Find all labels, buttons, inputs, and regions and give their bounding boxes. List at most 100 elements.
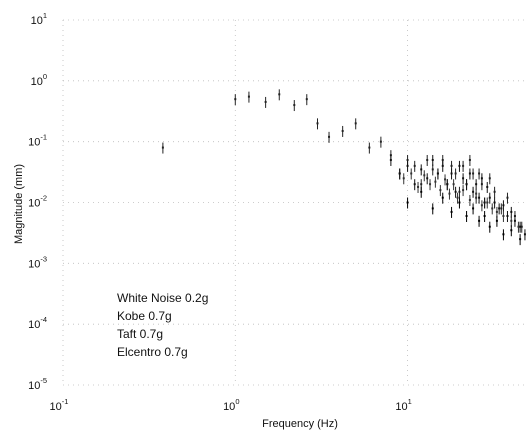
- legend-entry: Kobe 0.7g: [117, 309, 172, 323]
- data-point-dot: [495, 210, 498, 213]
- data-point-dot: [293, 104, 296, 107]
- data-point-dot: [502, 233, 505, 236]
- legend-entry: Taft 0.7g: [117, 327, 163, 341]
- data-point-dot: [458, 190, 461, 193]
- y-tick-label: 10-5: [28, 376, 47, 392]
- y-tick-label: 10-4: [28, 315, 47, 331]
- data-point-dot: [436, 172, 439, 175]
- legend-entry: White Noise 0.2g: [117, 291, 208, 305]
- data-point-dot: [234, 98, 237, 101]
- data-point-dot: [328, 135, 331, 138]
- data-point-dot: [502, 204, 505, 207]
- data-point-dot: [506, 196, 509, 199]
- data-point-dot: [510, 219, 513, 222]
- data-point-dot: [441, 196, 444, 199]
- x-tick-label: 10-1: [50, 397, 69, 413]
- data-point-dot: [472, 207, 475, 210]
- data-point-dot: [502, 214, 505, 217]
- data-point-dot: [468, 158, 471, 161]
- data-point-dot: [456, 196, 459, 199]
- data-point-dot: [431, 168, 434, 171]
- data-point-dot: [420, 183, 423, 186]
- data-point-dot: [426, 158, 429, 161]
- series-kobe-0-7g: [389, 154, 526, 241]
- data-point-dot: [465, 183, 468, 186]
- grid-lines: [62, 19, 528, 386]
- data-point-dot: [462, 189, 465, 192]
- data-point-dot: [316, 122, 319, 125]
- data-point-dot: [480, 204, 483, 207]
- y-tick-label: 101: [31, 11, 47, 27]
- y-tick-label: 10-2: [28, 194, 47, 210]
- x-axis-ticks: 10-1 100 101: [50, 397, 412, 413]
- data-point-dot: [426, 177, 429, 180]
- data-point-dot: [517, 225, 520, 228]
- data-point-dot: [475, 192, 478, 195]
- y-tick-label: 100: [31, 72, 47, 88]
- y-axis-label: Magnitude (mm): [13, 164, 25, 244]
- data-point-dot: [520, 225, 523, 228]
- data-point-dot: [420, 190, 423, 193]
- data-point-dot: [493, 190, 496, 193]
- legend: White Noise 0.2g Kobe 0.7g Taft 0.7g Elcent…: [117, 291, 208, 359]
- data-point-dot: [341, 129, 344, 132]
- data-point-dot: [264, 100, 267, 103]
- data-point-dot: [417, 185, 420, 188]
- legend-entry: Elcentro 0.7g: [117, 345, 188, 359]
- y-axis-ticks: 101 100 10-1 10-2 10-3 10-4 10-5: [28, 11, 47, 392]
- data-point-dot: [458, 201, 461, 204]
- data-point-dot: [523, 233, 526, 236]
- data-point-dot: [462, 164, 465, 167]
- data-point-dot: [389, 158, 392, 161]
- data-point-dot: [493, 201, 496, 204]
- x-axis-label: Frequency (Hz): [262, 418, 338, 430]
- data-point-dot: [439, 189, 442, 192]
- data-point-dot: [498, 207, 501, 210]
- data-point-dot: [472, 190, 475, 193]
- series-elcentro-0-7g: [406, 186, 522, 246]
- data-point-dot: [379, 140, 382, 143]
- data-point-dot: [486, 185, 489, 188]
- data-point-dot: [500, 207, 503, 210]
- data-point-dot: [468, 198, 471, 201]
- data-point-dot: [519, 225, 522, 228]
- y-tick-label: 10-3: [28, 254, 47, 270]
- data-point-dot: [475, 183, 478, 186]
- data-point-dot: [420, 168, 423, 171]
- data-point-dot: [486, 201, 489, 204]
- data-point-dot: [278, 93, 281, 96]
- data-point-dot: [354, 122, 357, 125]
- data-point-dot: [462, 177, 465, 180]
- data-point-dot: [491, 207, 494, 210]
- data-point-dot: [495, 219, 498, 222]
- data-point-dot: [450, 210, 453, 213]
- data-point-dot: [472, 172, 475, 175]
- data-point-dot: [488, 225, 491, 228]
- data-point-dot: [434, 180, 437, 183]
- data-point-dot: [431, 158, 434, 161]
- x-tick-label: 100: [223, 397, 239, 413]
- data-point-dot: [450, 164, 453, 167]
- data-point-dot: [444, 178, 447, 181]
- data-point-dot: [480, 177, 483, 180]
- data-point-dot: [483, 214, 486, 217]
- data-point-dot: [478, 219, 481, 222]
- data-point-dot: [478, 196, 481, 199]
- data-point-dot: [441, 158, 444, 161]
- data-point-dot: [488, 196, 491, 199]
- data-point-dot: [478, 172, 481, 175]
- data-point-dot: [410, 172, 413, 175]
- data-point-dot: [402, 177, 405, 180]
- data-point-dot: [452, 183, 455, 186]
- data-point-dot: [413, 183, 416, 186]
- data-point-dot: [513, 219, 516, 222]
- data-point-dot: [465, 214, 468, 217]
- data-point-dot: [468, 172, 471, 175]
- data-point-dot: [510, 210, 513, 213]
- data-point-dot: [458, 164, 461, 167]
- data-point-dot: [488, 177, 491, 180]
- data-point-dot: [429, 183, 432, 186]
- data-point-dot: [506, 214, 509, 217]
